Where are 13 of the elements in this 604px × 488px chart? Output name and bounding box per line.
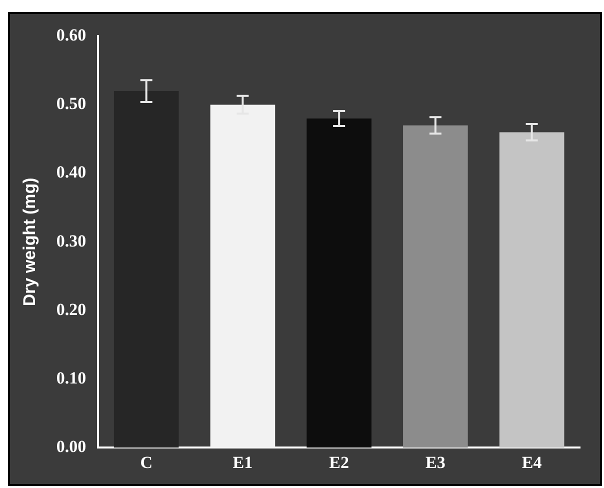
y-tick-label: 0.40 xyxy=(56,162,86,182)
y-tick-label: 0.20 xyxy=(56,300,86,319)
x-tick-label: E4 xyxy=(522,453,542,472)
y-tick-label: 0.30 xyxy=(56,231,86,250)
y-tick-label: 0.00 xyxy=(56,436,86,456)
x-tick-label: C xyxy=(140,453,152,472)
y-tick-label: 0.10 xyxy=(56,368,86,388)
x-tick-label: E1 xyxy=(232,453,253,472)
y-tick-label: 0.50 xyxy=(56,94,86,114)
x-tick-label: E2 xyxy=(329,453,349,472)
y-tick-label: 0.60 xyxy=(56,26,86,45)
y-axis-title: Dry weight (mg) xyxy=(20,178,39,306)
x-tick-label: E3 xyxy=(426,453,446,472)
